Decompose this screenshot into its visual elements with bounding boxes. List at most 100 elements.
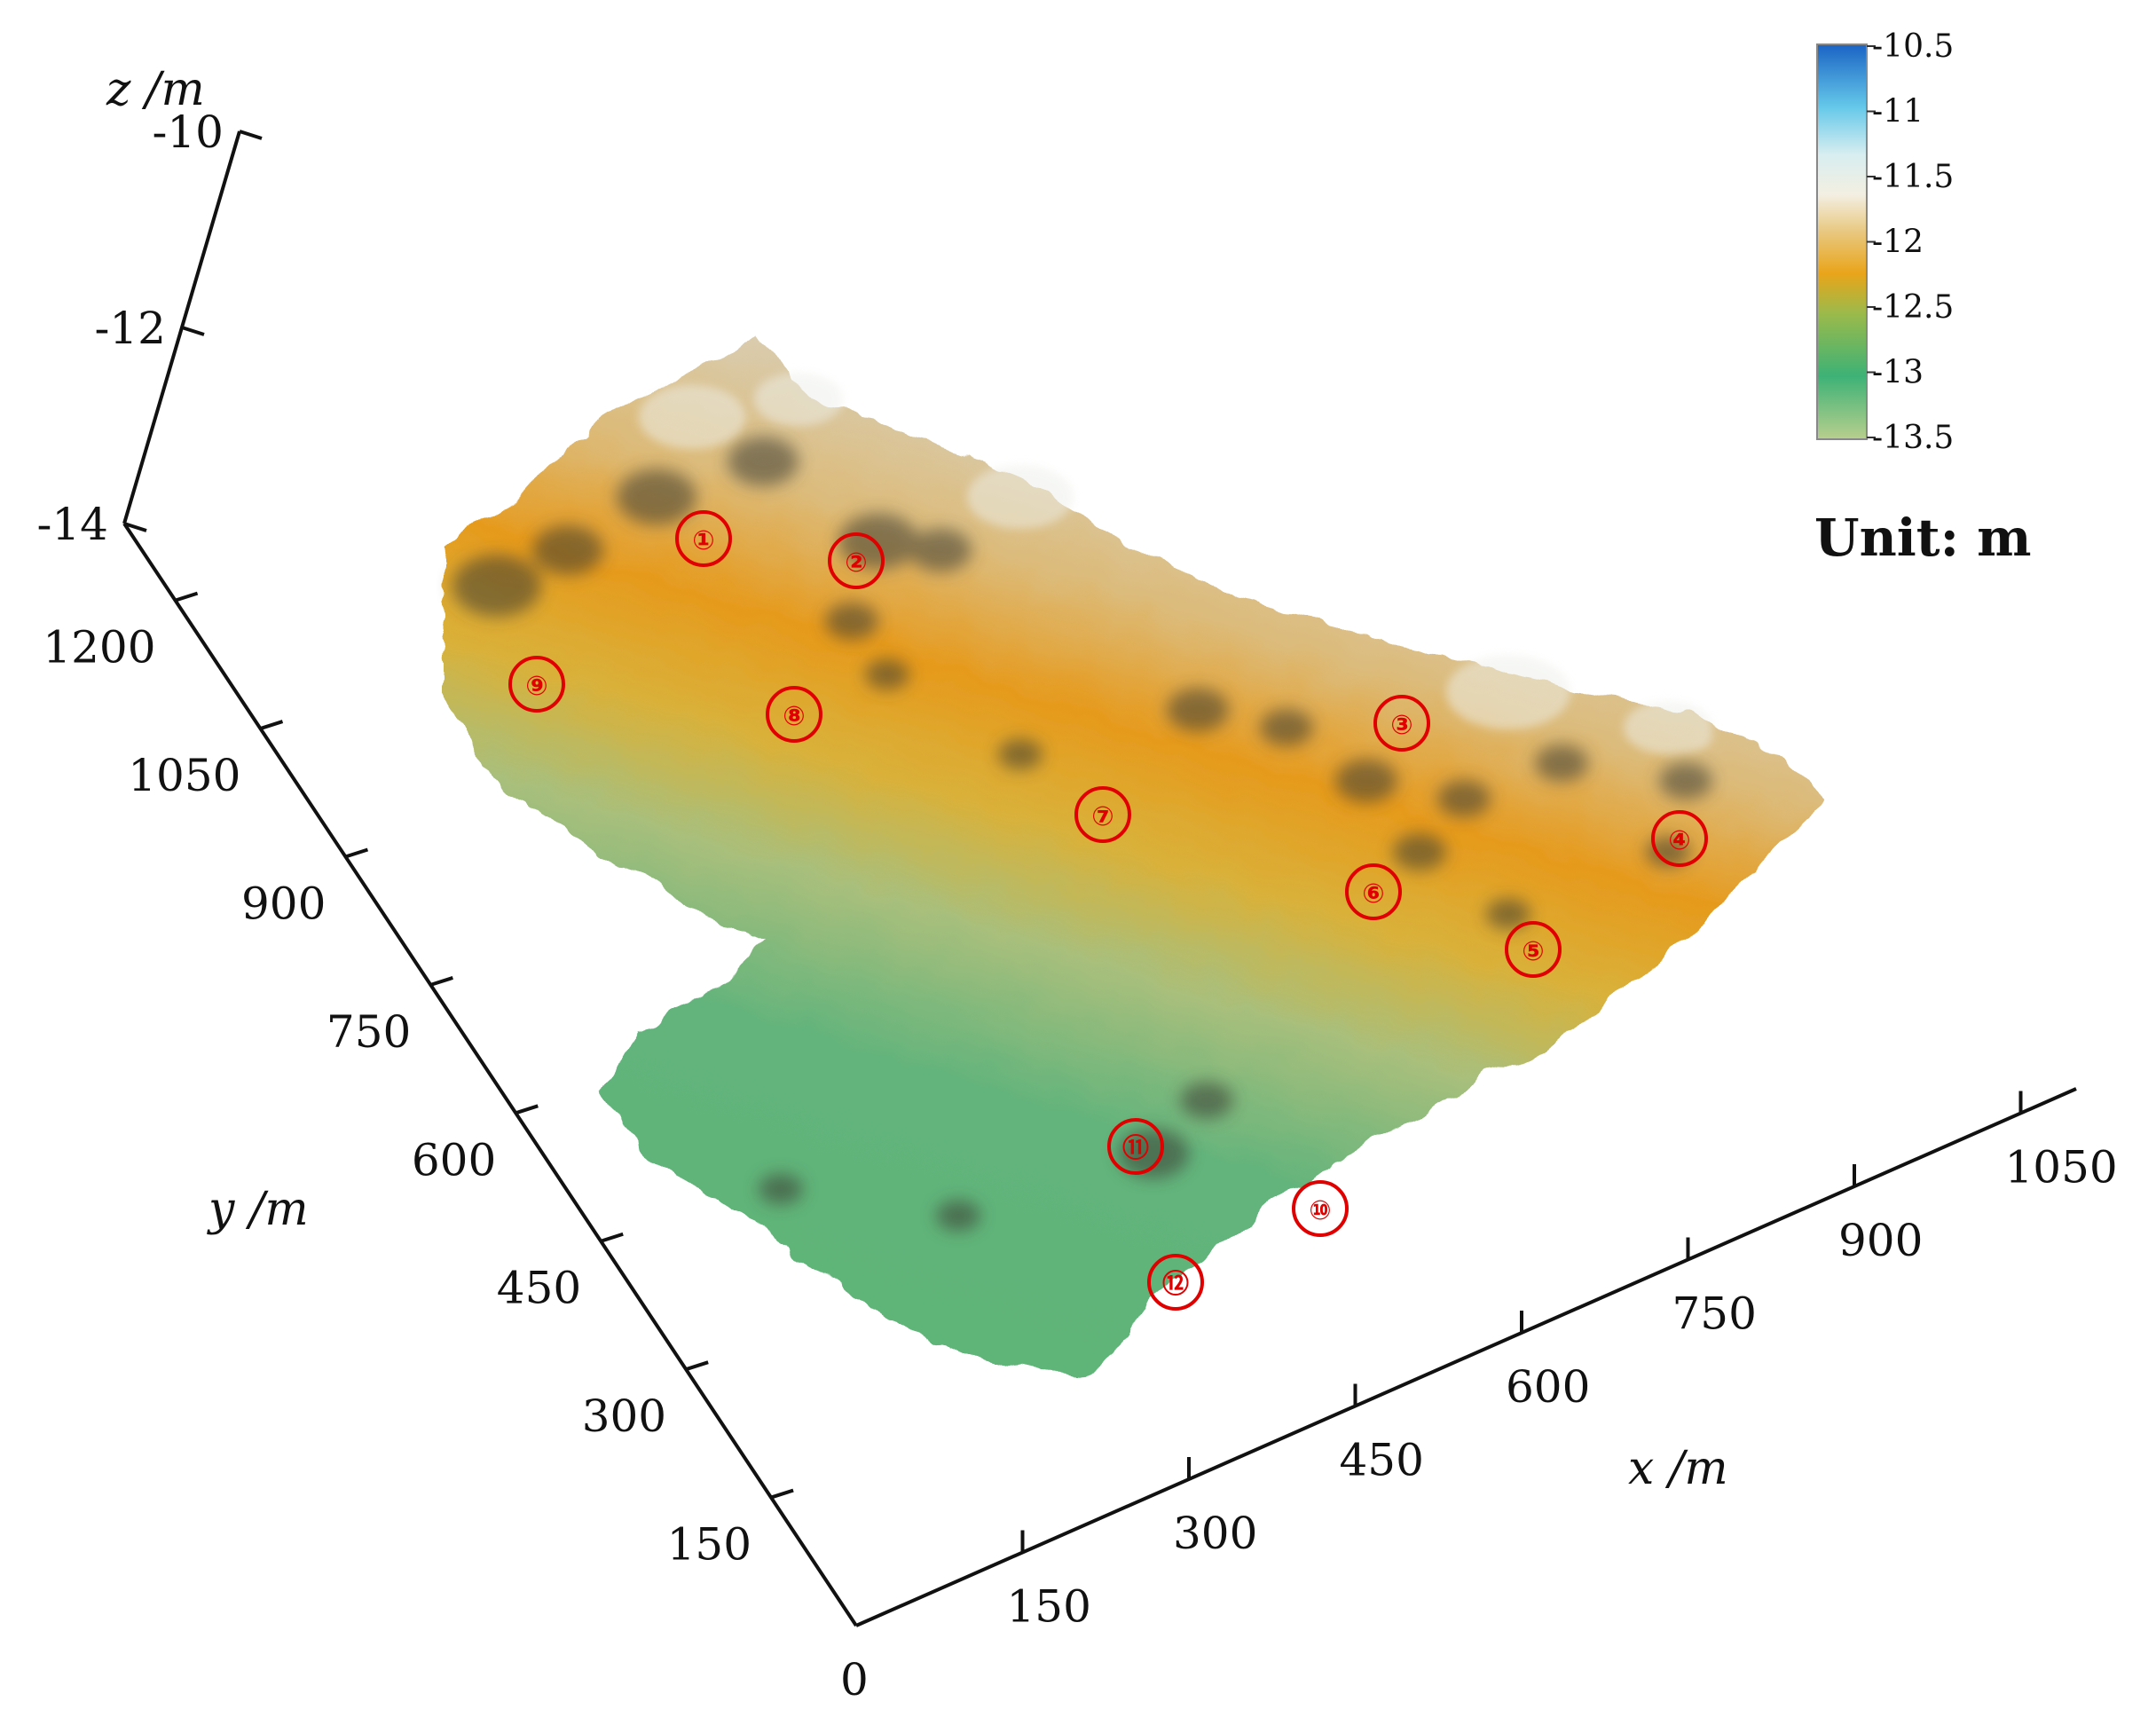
terrain-ridge-shadow [825,603,878,640]
colorbar-tick-label: -11 [1872,94,1924,130]
z-tick-mark [123,522,147,532]
terrain-ridge-shadow [936,1200,980,1232]
y-tick-mark [685,1360,709,1372]
marker-circle [1373,695,1430,752]
terrain-highlight [639,385,745,449]
marker-label: ⑤ [1522,936,1544,967]
y-tick-label: 750 [327,1006,411,1058]
terrain-highlight [1659,721,1712,752]
x-tick-label: 900 [1838,1215,1923,1266]
terrain-ridge-shadow [909,528,972,572]
marker-circle [1107,1118,1164,1175]
colorbar-tick-label: -12.5 [1872,289,1954,326]
y-tick-mark [344,847,369,859]
colorbar-tick-label: -13 [1872,355,1924,391]
terrain-ridge-shadow [1167,688,1229,732]
terrain-ridge-shadow [1437,780,1491,817]
x-tick-label: 300 [1173,1508,1257,1559]
marker-7: ⑦ [1074,786,1131,843]
marker-2: ② [828,532,885,589]
x-tick-label: 0 [840,1654,869,1705]
terrain-ridge-shadow [1535,744,1588,782]
terrain-ridge-shadow [1659,762,1712,800]
marker-circle [1147,1254,1204,1311]
z-tick-label: -14 [36,499,108,550]
y-tick-label: 1050 [128,750,240,801]
z-tick-label: -10 [152,106,224,158]
y-tick-label: 900 [241,878,326,929]
marker-10: ⑩ [1292,1180,1349,1237]
terrain-ridge-shadow [998,738,1043,770]
marker-label: ⑨ [525,671,547,702]
z-axis-title: z /m [106,63,205,116]
y-tick-label: 450 [497,1263,581,1314]
colorbar: -10.5 -11 -11.5 -12 -12.5 -13 -13.5 Unit: m [1814,28,2032,568]
terrain-ridge-shadow [759,1173,803,1205]
marker-11: ⑪ [1107,1118,1164,1175]
marker-label: ⑪ [1122,1133,1149,1164]
y-axis-line [122,522,858,1627]
terrain-ridge-shadow [1646,836,1690,868]
marker-3: ③ [1373,695,1430,752]
marker-label: ③ [1390,710,1412,741]
terrain-highlight [1446,655,1570,729]
y-tick-mark [515,1104,539,1115]
colorbar-tick-label: -10.5 [1872,28,1954,65]
z-tick-mark [181,326,205,336]
terrain-ridge-shadow [1180,1082,1233,1119]
y-tick-label: 1200 [43,622,155,674]
marker-1: ① [675,510,732,567]
marker-label: ① [692,525,714,556]
y-tick-label: 600 [412,1134,496,1186]
x-tick-label: 750 [1672,1288,1757,1340]
marker-circle [1345,863,1402,920]
marker-8: ⑧ [766,686,822,743]
marker-label: ⑦ [1091,801,1113,832]
colorbar-unit-label: Unit: m [1814,508,2032,568]
x-tick-label: 1050 [2005,1142,2118,1193]
terrain-surface [444,337,1828,1375]
y-tick-mark [259,720,284,730]
marker-label: ④ [1668,825,1690,856]
marker-9: ⑨ [508,656,565,713]
marker-circle [508,656,565,713]
y-tick-label: 150 [667,1519,751,1571]
y-tick-mark [600,1232,624,1243]
y-tick-mark [429,976,453,987]
terrain-ridge-shadow [1335,759,1397,803]
marker-label: ⑫ [1162,1269,1189,1300]
marker-circle [1651,810,1708,867]
marker-5: ⑤ [1505,921,1562,978]
x-axis-title: x /m [1628,1442,1728,1495]
terrain-ridge-shadow [728,437,799,486]
colorbar-gradient [1816,43,1868,440]
x-axis-line [855,1087,2077,1627]
colorbar-tick-label: -13.5 [1872,420,1954,456]
marker-4: ④ [1651,810,1708,867]
x-tick-label: 150 [1007,1581,1091,1633]
marker-label: ⑧ [783,701,805,732]
terrain-ridge-shadow [1118,1129,1189,1178]
marker-circle [1074,786,1131,843]
x-tick-label: 450 [1340,1435,1424,1486]
terrain-ridge-shadow [532,525,603,575]
terrain-highlight [754,373,843,426]
x-tick-label: 600 [1506,1361,1590,1413]
colorbar-tick-label: -11.5 [1872,159,1954,195]
terrain-highlight [967,465,1074,529]
y-axis-title: y /m [207,1183,309,1236]
terrain-ridge-shadow [838,513,918,570]
terrain-ridge-shadow [1486,898,1530,930]
marker-circle [766,686,822,743]
terrain-ridge-shadow [865,658,909,690]
z-tick-label: -12 [94,303,166,354]
marker-circle [828,532,885,589]
terrain-ridge-shadow [1260,709,1313,746]
y-tick-label: 300 [582,1390,666,1442]
y-tick-mark [174,591,199,603]
marker-label: ⑩ [1309,1195,1331,1226]
terrain-ridge-shadow [1393,833,1446,870]
marker-12: ⑫ [1147,1254,1204,1311]
y-tick-mark [770,1488,794,1500]
